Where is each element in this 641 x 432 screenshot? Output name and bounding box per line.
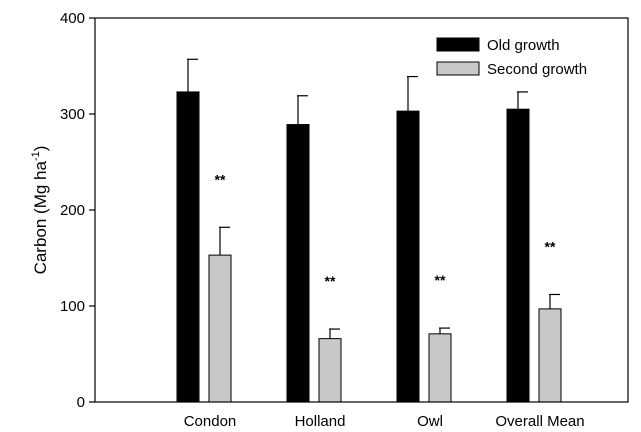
legend: Old growth Second growth [436,37,587,78]
x-tick-label: Condon [184,413,237,430]
bar [506,108,530,403]
bar [176,91,200,403]
y-tick-label: 400 [60,10,85,27]
y-axis-title-main: Carbon (Mg ha [31,160,50,274]
y-tick-label: 200 [60,202,85,219]
bar [396,110,420,403]
bars [176,91,562,403]
x-tick-label: Owl [417,413,443,430]
significance-marker: ** [435,272,446,288]
y-axis-title-sup: -1 [30,151,42,161]
legend-swatch [436,61,480,76]
legend-label: Second growth [487,61,587,78]
y-axis-title-close: ) [31,146,50,152]
bar [286,124,310,403]
significance-annotations: ** ** ** ** [215,171,556,289]
bar [428,333,452,403]
bar [208,254,232,403]
legend-swatch [436,37,480,52]
y-tick-label: 100 [60,298,85,315]
x-tick-label: Overall Mean [495,413,584,430]
axes: 0 100 200 300 400 Condon Holland Owl Overall Mea… [60,10,629,430]
legend-label: Old growth [487,37,560,54]
significance-marker: ** [215,171,226,187]
error-bars [187,58,560,339]
y-tick-label: 300 [60,106,85,123]
x-tick-label: Holland [295,413,346,430]
bar [318,338,342,403]
y-axis-title: Carbon (Mg ha-1) [30,146,50,275]
significance-marker: ** [325,273,336,289]
bar [538,308,562,403]
y-tick-label: 0 [77,394,85,411]
significance-marker: ** [545,238,556,254]
